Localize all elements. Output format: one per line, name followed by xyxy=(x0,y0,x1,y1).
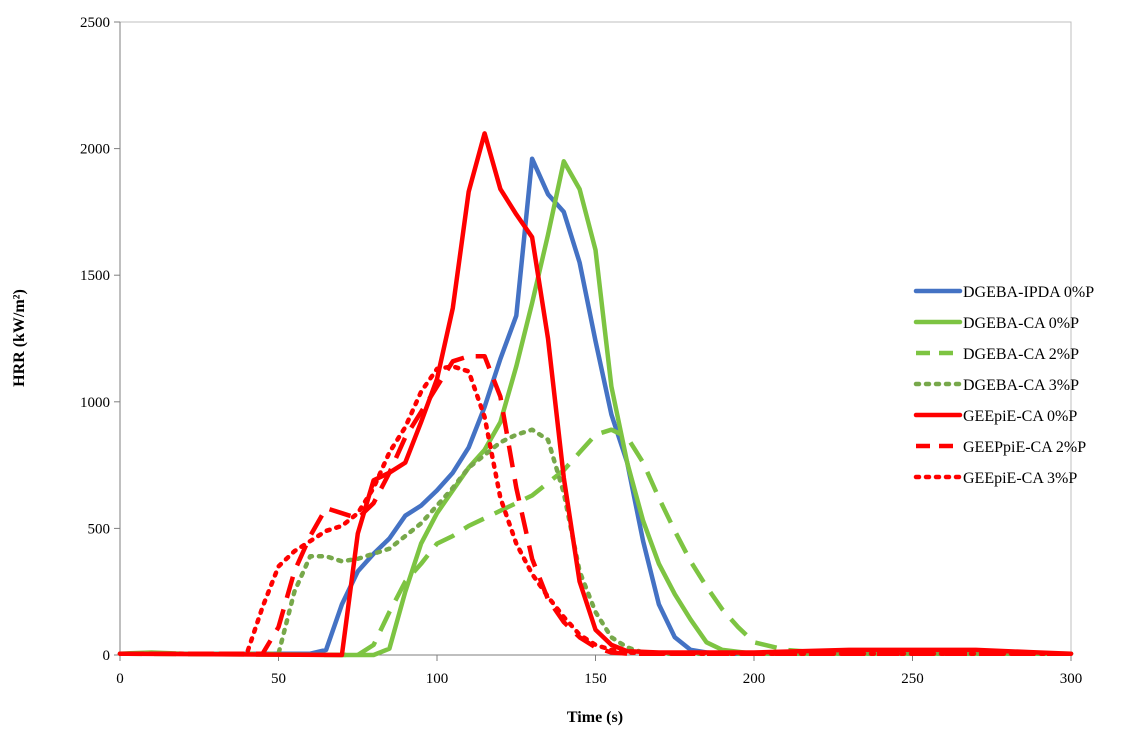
series-layer xyxy=(117,131,1074,658)
x-tick-label: 0 xyxy=(116,671,124,687)
y-tick-label: 500 xyxy=(88,521,111,537)
legend-label-geeppie-ca-2-p: GEEPpiE-CA 2%P xyxy=(963,439,1086,456)
y-tick-label: 2500 xyxy=(80,15,110,31)
y-axis-title: HRR (kW/m²) xyxy=(11,289,28,387)
x-tick-label: 200 xyxy=(743,671,766,687)
legend: DGEBA-IPDA 0%P DGEBA-CA 0%P DGEBA-CA 2%P DG… xyxy=(913,284,1094,487)
x-tick-label: 300 xyxy=(1060,671,1083,687)
x-tick-label: 100 xyxy=(426,671,449,687)
legend-label-geepie-ca-3-p: GEEpiE-CA 3%P xyxy=(963,470,1077,487)
series-line-geepie-ca-3-p xyxy=(117,364,1074,656)
y-tick-label: 1000 xyxy=(80,395,110,411)
y-tick-label: 2000 xyxy=(80,142,110,158)
legend-label-geepie-ca-0-p: GEEpiE-CA 0%P xyxy=(963,408,1077,425)
legend-label-dgeba-ipda-0-p: DGEBA-IPDA 0%P xyxy=(963,284,1094,301)
series-line-dgeba-ca-2-p xyxy=(119,427,1072,658)
x-tick-label: 150 xyxy=(584,671,607,687)
y-tick-label: 0 xyxy=(103,648,111,664)
legend-label-dgeba-ca-3-p: DGEBA-CA 3%P xyxy=(963,377,1079,394)
x-tick-label: 50 xyxy=(271,671,286,687)
legend-label-dgeba-ca-2-p: DGEBA-CA 2%P xyxy=(963,346,1079,363)
series-line-geeppie-ca-2-p xyxy=(120,353,1071,656)
series-line-dgeba-ca-3-p xyxy=(117,427,1074,656)
x-axis-title: Time (s) xyxy=(567,709,623,726)
series-line-dgeba-ca-0-p xyxy=(117,159,1074,658)
y-tick-label: 1500 xyxy=(80,268,110,284)
x-tick-label: 250 xyxy=(901,671,924,687)
legend-label-dgeba-ca-0-p: DGEBA-CA 0%P xyxy=(963,315,1079,332)
